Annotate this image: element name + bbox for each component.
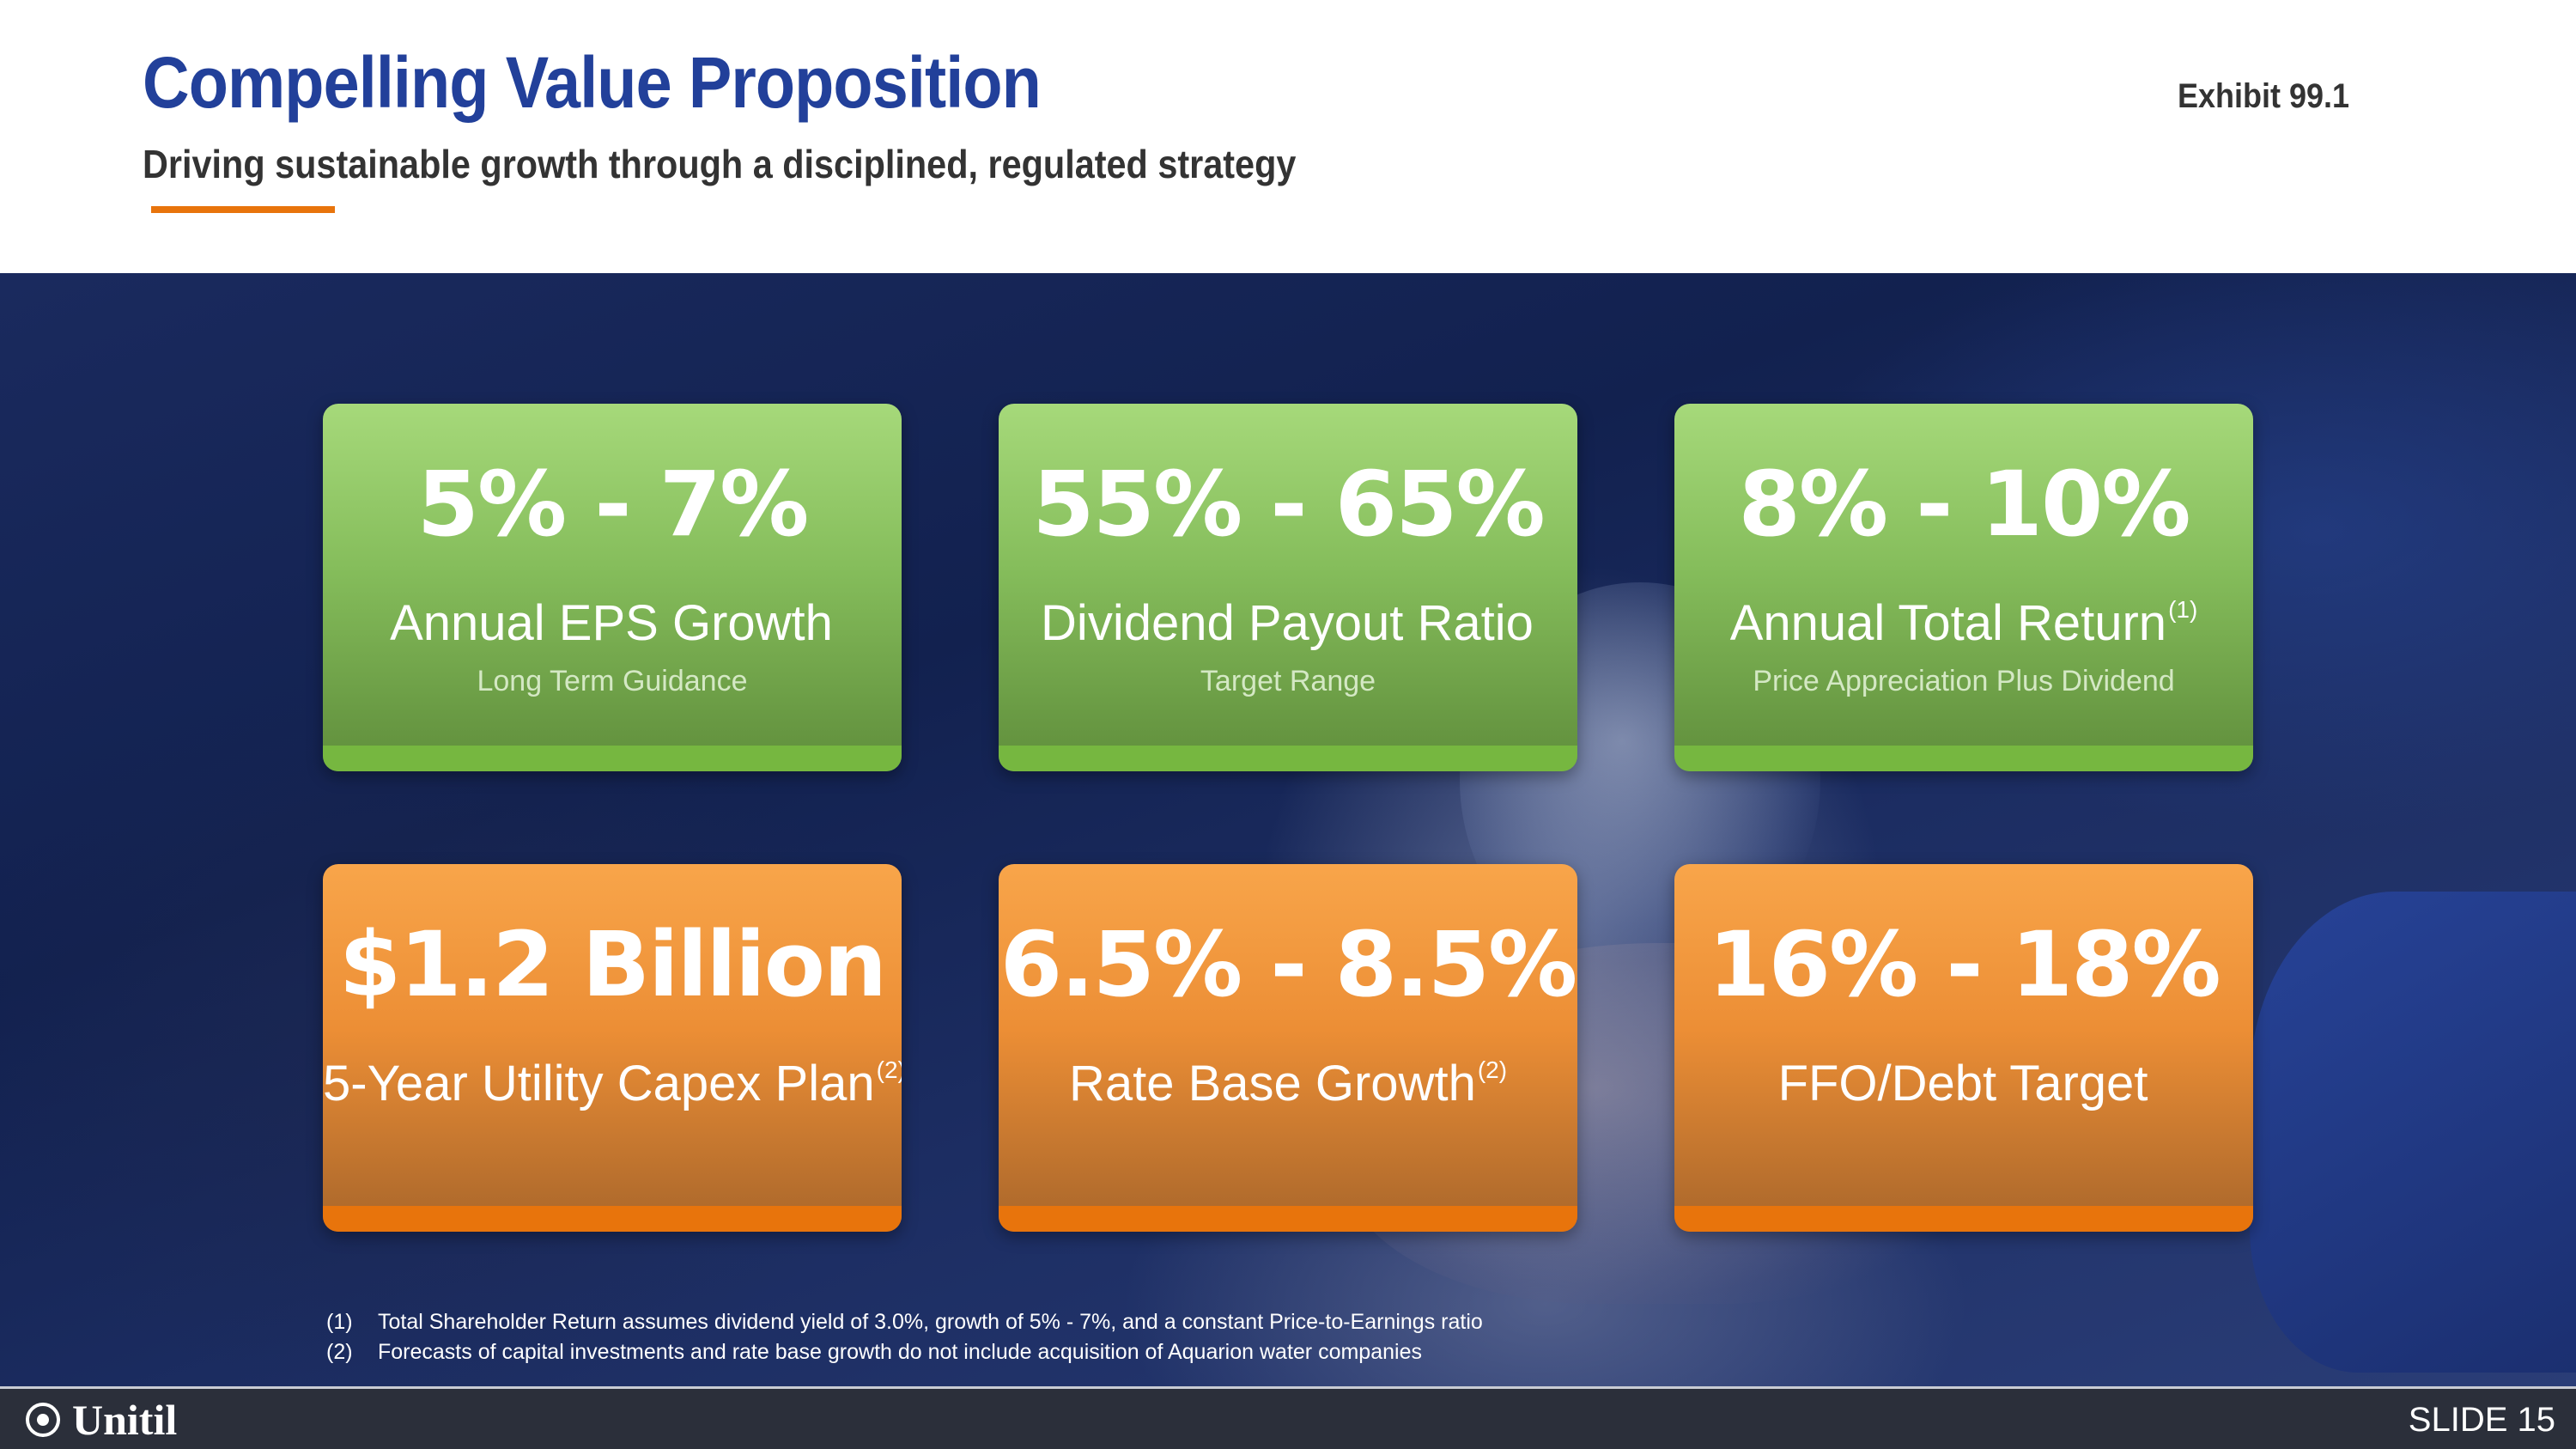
slide-number: SLIDE 15 (2408, 1401, 2555, 1439)
footnote-ref: (2) (1477, 1056, 1508, 1083)
metric-card-ffo-debt: 16% - 18% FFO/Debt Target (1674, 864, 2253, 1232)
footnote-text: Forecasts of capital investments and rat… (378, 1340, 1422, 1364)
metric-card-rate-base-growth: 6.5% - 8.5% Rate Base Growth(2) (999, 864, 1577, 1232)
metric-label: Rate Base Growth(2) (1068, 1056, 1508, 1111)
page-title: Compelling Value Proposition (143, 42, 1042, 123)
metric-value: 5% - 7% (416, 452, 810, 557)
page-subtitle: Driving sustainable growth through a dis… (143, 142, 1297, 186)
sleeve-image (2250, 892, 2576, 1373)
metric-label: FFO/Debt Target (1777, 1056, 2148, 1111)
card-accent-bar (999, 746, 1577, 771)
metric-sublabel: Price Appreciation Plus Dividend (1753, 665, 2175, 697)
footnote-item: (1) Total Shareholder Return assumes div… (326, 1307, 1483, 1337)
metric-card-dividend-payout: 55% - 65% Dividend Payout Ratio Target R… (999, 404, 1577, 771)
metric-label: 5-Year Utility Capex Plan(2) (323, 1055, 902, 1112)
card-accent-bar (323, 1206, 902, 1232)
footnotes: (1) Total Shareholder Return assumes div… (326, 1307, 1483, 1367)
metric-card-capex-plan: $1.2 Billion 5-Year Utility Capex Plan(2… (323, 864, 902, 1232)
logo-text: Unitil (72, 1396, 178, 1444)
metric-label: Annual Total Return(1) (1729, 595, 2198, 651)
card-accent-bar (999, 1206, 1577, 1232)
footnote-ref: (2) (876, 1056, 902, 1083)
slide-footer: Unitil SLIDE 15 (0, 1386, 2576, 1449)
exhibit-label: Exhibit 99.1 (2178, 77, 2350, 115)
footnote-number: (1) (326, 1310, 353, 1334)
metric-sublabel: Long Term Guidance (477, 665, 748, 697)
footnote-item: (2) Forecasts of capital investments and… (326, 1337, 1483, 1367)
slide-header: Compelling Value Proposition Driving sus… (0, 0, 2576, 273)
metric-value: 16% - 18% (1708, 912, 2221, 1017)
metric-card-eps-growth: 5% - 7% Annual EPS Growth Long Term Guid… (323, 404, 902, 771)
footnote-ref: (1) (2168, 596, 2198, 623)
card-accent-bar (1674, 746, 2253, 771)
footnote-text: Total Shareholder Return assumes dividen… (378, 1310, 1483, 1334)
card-accent-bar (323, 746, 902, 771)
metric-value: 8% - 10% (1738, 452, 2190, 557)
metric-value: 55% - 65% (1032, 452, 1545, 557)
metric-card-total-return: 8% - 10% Annual Total Return(1) Price Ap… (1674, 404, 2253, 771)
metric-label: Dividend Payout Ratio (1041, 595, 1534, 651)
unitil-logo: Unitil (22, 1396, 177, 1444)
metric-label: Annual EPS Growth (390, 595, 833, 651)
metric-sublabel: Target Range (1200, 665, 1376, 697)
footnote-number: (2) (326, 1340, 353, 1364)
metric-value: $1.2 Billion (338, 912, 887, 1017)
title-accent-line (151, 206, 335, 213)
card-accent-bar (1674, 1206, 2253, 1232)
unitil-logo-icon (26, 1403, 60, 1437)
metric-value: 6.5% - 8.5% (999, 912, 1577, 1017)
